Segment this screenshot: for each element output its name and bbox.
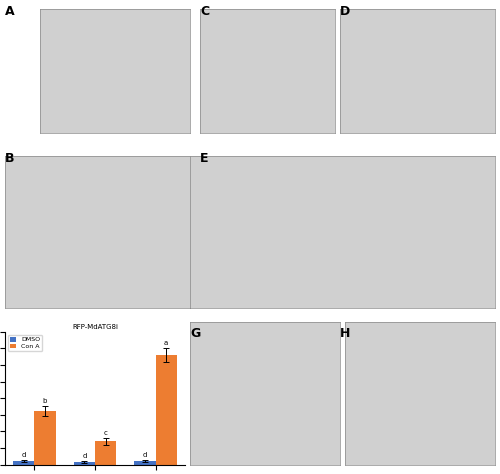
Text: D: D	[340, 5, 350, 18]
Text: a: a	[164, 340, 168, 346]
Text: C: C	[200, 5, 209, 18]
Text: c: c	[104, 430, 108, 436]
Text: B: B	[5, 152, 15, 164]
Text: G: G	[190, 327, 200, 340]
Legend: DMSO, Con A: DMSO, Con A	[8, 335, 42, 351]
Title: RFP-MdATG8i: RFP-MdATG8i	[72, 324, 118, 330]
Text: E: E	[200, 152, 208, 164]
Bar	[134, 461, 156, 465]
Text: A: A	[5, 5, 15, 18]
Bar	[13, 461, 34, 465]
Bar	[74, 462, 95, 465]
Text: d: d	[143, 452, 147, 458]
Bar	[34, 411, 56, 465]
Text: H: H	[340, 327, 350, 340]
Text: d: d	[82, 453, 86, 459]
Bar	[156, 355, 177, 465]
Bar	[95, 441, 116, 465]
Text: d: d	[22, 452, 26, 458]
Text: b: b	[43, 399, 47, 404]
